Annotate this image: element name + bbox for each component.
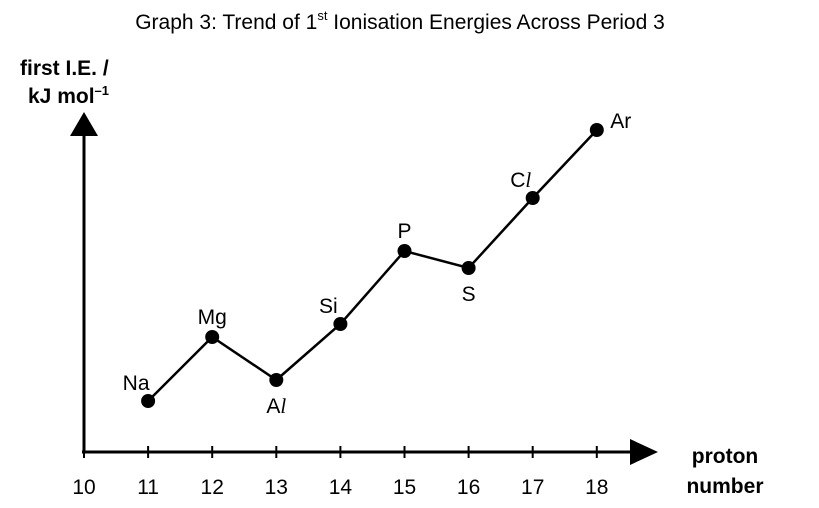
point-labels: Na Mg Al Si P S Cl Ar <box>123 110 632 418</box>
point-label-symbol: A <box>266 395 280 418</box>
data-point-ar <box>589 123 604 137</box>
x-tick-label: 12 <box>201 476 224 499</box>
x-tick-label: 18 <box>585 476 608 499</box>
x-tick-label: 11 <box>137 476 159 499</box>
ionisation-energy-series <box>141 123 604 408</box>
data-point-s <box>461 261 476 275</box>
point-label-cl: Cl <box>510 168 531 192</box>
chart-title-rest: Ionisation Energies Across Period 3 <box>327 11 664 34</box>
chart-title-superscript: st <box>317 8 328 23</box>
x-axis-arrowhead <box>630 439 658 465</box>
y-axis-arrowhead <box>70 112 98 136</box>
chart-title-main: Graph 3: Trend of 1 <box>135 11 317 34</box>
y-axis-label-line2: kJ mol–1 <box>28 83 109 108</box>
x-axis-label-line1: proton <box>692 445 758 468</box>
point-label-na: Na <box>123 372 150 395</box>
x-tick-label: 17 <box>521 476 544 499</box>
point-label-symbol: C <box>510 169 525 192</box>
point-label-symbol: Ar <box>610 110 631 133</box>
x-tick-label: 10 <box>72 476 95 499</box>
point-label-ar: Ar <box>610 110 631 133</box>
point-label-symbol: Na <box>123 372 150 395</box>
point-label-symbol: S <box>462 283 476 306</box>
point-label-si: Si <box>319 295 338 318</box>
point-label-s: S <box>462 283 476 306</box>
series-line <box>147 129 598 402</box>
x-axis-label-line2: number <box>686 475 763 498</box>
data-point-cl <box>525 191 540 205</box>
data-point-al <box>269 373 284 387</box>
point-label-symbol: P <box>397 220 411 243</box>
data-point-si <box>333 317 348 331</box>
point-label-symbol: Mg <box>198 306 227 329</box>
x-tick-label: 14 <box>329 476 353 499</box>
point-label-mg: Mg <box>198 306 227 329</box>
point-label-symbol: Si <box>319 295 338 318</box>
point-label-p: P <box>397 220 411 243</box>
point-label-al: Al <box>266 394 286 418</box>
y-axis-label-line1: first I.E. / <box>20 57 109 80</box>
data-point-na <box>141 394 156 408</box>
data-point-mg <box>205 330 220 344</box>
chart-title: Graph 3: Trend of 1st Ionisation Energie… <box>135 8 665 34</box>
point-label-symbol-italic: l <box>525 168 531 192</box>
x-tick-label: 16 <box>457 476 480 499</box>
x-tick-label: 13 <box>265 476 288 499</box>
y-axis-label-unit: kJ mol <box>28 85 95 108</box>
point-label-symbol-italic: l <box>280 394 286 418</box>
data-point-p <box>397 244 412 258</box>
x-axis-ticks: 10 11 12 13 14 15 16 17 18 <box>72 446 608 499</box>
y-axis-label-unit-superscript: –1 <box>95 83 109 98</box>
x-tick-label: 15 <box>393 476 416 499</box>
